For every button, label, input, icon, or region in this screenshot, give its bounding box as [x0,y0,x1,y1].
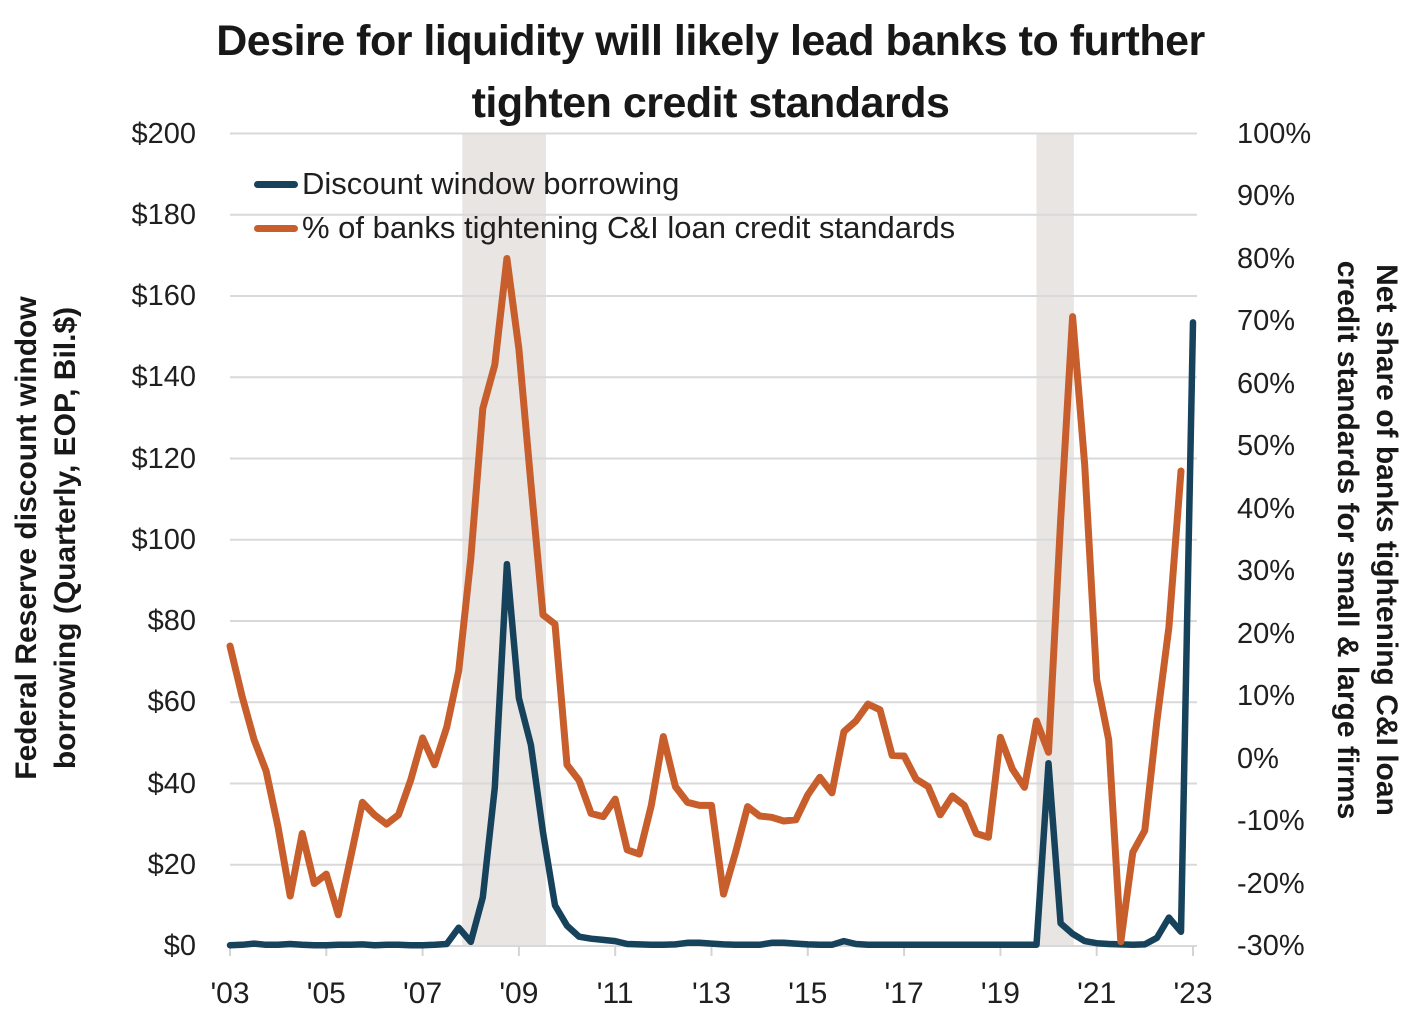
right-tick-label-10pct: 10% [1237,680,1296,712]
left-tick-label-20: $20 [147,848,196,881]
left-tick-label-120: $120 [131,442,196,475]
right-tick-label--20pct: -20% [1237,867,1305,900]
left-tick-label-60: $60 [147,686,196,719]
left-tick-label-200: $200 [131,117,196,150]
right-tick-label-0pct: 0% [1237,742,1279,775]
right-tick-label--10pct: -10% [1237,805,1305,837]
right-tick-label-80pct: 80% [1237,242,1296,275]
x-tick-label-23: '23 [1173,977,1213,1010]
left-tick-label-140: $140 [131,361,196,394]
legend-line-sample-orange [254,224,298,232]
x-tick-label-07: '07 [403,977,443,1010]
right-tick-label-30pct: 30% [1237,555,1296,587]
left-tick-label-0: $0 [163,930,196,962]
right-tick-label-70pct: 70% [1237,305,1296,337]
x-tick-label-19: '19 [980,977,1020,1010]
right-tick-label-50pct: 50% [1237,430,1296,462]
series-line-pct-banks-tightening [226,255,1185,946]
right-tick-label-90pct: 90% [1237,180,1296,212]
chart-title-line-2: tighten credit standards [471,79,950,127]
series-line-discount-window-borrowing [226,319,1197,949]
right-tick-label-100pct: 100% [1237,117,1312,150]
right-tick-label-60pct: 60% [1237,367,1296,400]
x-tick-label-09: '09 [499,977,539,1010]
left-tick-label-160: $160 [131,280,196,312]
x-tick-label-17: '17 [884,977,924,1010]
right-tick-label-20pct: 20% [1237,617,1296,650]
chart-title: Desire for liquidity will likely lead ba… [0,10,1421,134]
x-tick-label-15: '15 [788,977,828,1010]
x-tick-label-03: '03 [210,977,250,1010]
x-tick-label-13: '13 [691,977,732,1010]
left-tick-label-180: $180 [131,198,196,231]
right-axis-title-line-1: Net share of banks tightening C&I loan [1370,264,1403,816]
left-tick-label-40: $40 [147,767,196,800]
x-tick-label-11: '11 [596,977,634,1010]
left-tick-label-100: $100 [131,523,196,556]
right-axis-title: Net share of banks tightening C&I loan c… [1326,150,1406,930]
legend-line-sample-navy [254,180,298,188]
legend-item-discount-window: Discount window borrowing [254,166,680,201]
x-tick-label-05: '05 [306,977,346,1010]
legend-label-discount-window: Discount window borrowing [302,166,680,201]
right-axis-title-line-2: credit standards for small & large firms [1331,260,1364,820]
chart-title-line-1: Desire for liquidity will likely lead ba… [216,17,1205,65]
legend-label-tightening: % of banks tightening C&I loan credit st… [302,210,956,245]
legend-item-tightening: % of banks tightening C&I loan credit st… [254,210,956,245]
right-tick-label-40pct: 40% [1237,492,1296,525]
left-tick-label-80: $80 [147,605,196,637]
right-tick-label--30pct: -30% [1237,930,1305,962]
x-tick-label-21: '21 [1077,977,1117,1010]
